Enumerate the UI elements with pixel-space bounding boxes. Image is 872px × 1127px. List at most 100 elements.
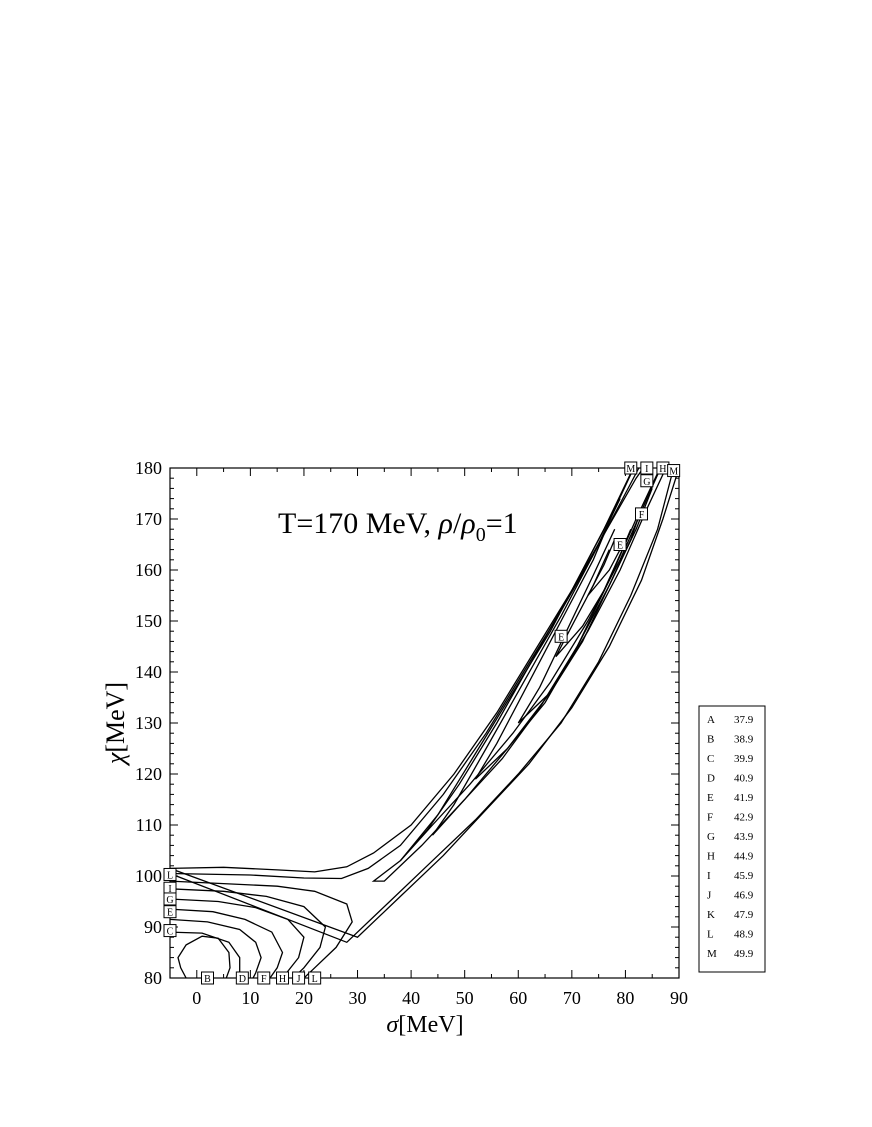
contour-line-bowl [170,880,353,978]
contour-label: B [204,974,211,985]
y-tick-label: 140 [135,662,162,682]
contour-label-box [163,892,177,906]
contour-label: I [168,884,171,895]
contour-label: G [166,895,173,906]
x-tick-label: 0 [192,988,201,1008]
y-tick-label: 150 [135,611,162,631]
contour-label-box [201,971,215,985]
contour-label-box [624,461,638,475]
contour-label: E [617,541,623,552]
y-tick-label: 120 [135,764,162,784]
contour-line-bowl [170,908,284,978]
legend-level-value: 39.9 [734,753,754,765]
contour-label-box [292,971,306,985]
axis-ticks [169,467,680,979]
legend: A 37.9 B 38.9 C 39.9 D 40.9 E 41.9 F 42.9 G 43.9 H 44.9… [698,705,766,973]
contour-label: C [167,927,174,938]
contour-label-box [276,971,290,985]
x-tick-label: 60 [509,988,527,1008]
legend-level-label: A [707,714,715,726]
y-axis-label: χ[MeV] [101,682,130,767]
contour-label-box [554,629,568,643]
contour-label: J [297,974,301,985]
legend-level-label: I [707,870,711,882]
legend-level-value: 46.9 [734,890,754,902]
y-tick-label: 160 [135,560,162,580]
contour-label-box [163,867,177,881]
legend-level-value: 37.9 [734,714,754,726]
legend-level-value: 40.9 [734,773,754,785]
legend-level-value: 49.9 [734,948,754,960]
contour-label: E [167,908,173,919]
contour-label-box [163,905,177,919]
contour-line-valley [371,468,667,882]
x-tick-labels: 0 10 20 30 40 50 60 70 80 90 [192,988,688,1008]
legend-level-label: J [707,890,712,902]
legend-level-value: 38.9 [734,734,754,746]
legend-level-label: M [707,948,717,960]
chart-title: T=170 MeV, ρ/ρ0=1 [278,507,518,546]
legend-level-label: D [707,773,715,785]
contour-line-bowl [170,918,262,978]
contour-label: F [261,974,267,985]
contour-label: L [312,974,318,985]
x-tick-label: 40 [402,988,420,1008]
contour-label-box [640,474,654,488]
legend-level-label: K [707,909,715,921]
contour-label: L [167,870,173,881]
contour-label: E [558,632,564,643]
legend-level-value: 45.9 [734,870,754,882]
y-tick-label: 180 [135,458,162,478]
contour-label-box [308,971,322,985]
contour-label-box [613,538,627,551]
contour-label-box [640,461,654,475]
y-tick-label: 90 [144,917,162,937]
contour-line-valley [587,539,626,596]
x-tick-label: 80 [616,988,634,1008]
legend-level-value: 44.9 [734,851,754,863]
legend-level-label: B [707,734,714,746]
contour-line-bowl [170,898,305,978]
contour-label-box [163,924,177,938]
legend-level-label: F [707,812,713,824]
x-axis-label: σ[MeV] [386,1012,463,1038]
contour-label: G [643,477,650,488]
plot-frame [169,467,680,979]
contour-label: H [659,464,666,475]
x-tick-label: 30 [349,988,367,1008]
contour-label-box [257,971,271,985]
contour-label: H [279,974,286,985]
legend-level-label: H [707,851,715,863]
x-tick-label: 20 [295,988,313,1008]
contour-label-box [667,464,681,478]
contour-label: D [239,974,246,985]
x-tick-label: 10 [241,988,259,1008]
contour-lines [170,468,679,978]
legend-level-label: C [707,753,714,765]
y-tick-label: 170 [135,509,162,529]
contour-label-box [634,507,648,521]
y-tick-label: 110 [136,815,162,835]
legend-level-label: L [707,929,714,941]
contour-line-valley [517,508,643,724]
contour-label: M [669,467,678,478]
y-tick-label: 130 [135,713,162,733]
legend-level-value: 48.9 [734,929,754,941]
contour-line-valley [170,468,679,938]
y-tick-label: 80 [144,968,162,988]
x-tick-label: 70 [563,988,581,1008]
contour-line-bowl [170,888,327,978]
legend-level-value: 41.9 [734,792,754,804]
y-tick-label: 100 [135,866,162,886]
contour-label: I [645,464,648,475]
legend-level-label: E [707,792,714,804]
y-tick-labels: 80 90 100 110 120 130 140 150 160 170 180 [135,458,162,988]
x-tick-label: 90 [670,988,688,1008]
legend-level-value: 42.9 [734,812,754,824]
contour-line-bowl [177,935,231,978]
legend-level-label: G [707,831,715,843]
contour-label-box [235,971,249,985]
legend-level-value: 43.9 [734,831,754,843]
